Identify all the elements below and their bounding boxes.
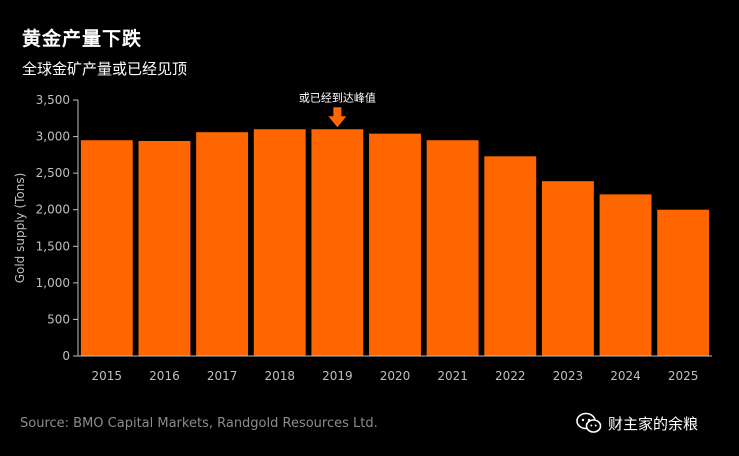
bar-2021: [426, 140, 479, 356]
bar-2016: [138, 140, 191, 356]
annotation-label: 或已经到达峰值: [299, 91, 376, 104]
x-tick-label: 2019: [322, 369, 353, 383]
bar-2015: [80, 140, 133, 356]
x-tick-label: 2025: [668, 369, 699, 383]
page-title: 黄金产量下跌: [22, 28, 143, 50]
x-tick-label: 2020: [380, 369, 411, 383]
wechat-icon: [576, 412, 602, 433]
x-tick-label: 2023: [553, 369, 584, 383]
x-tick-label: 2016: [149, 369, 180, 383]
bar-2023: [541, 181, 594, 356]
y-tick-label: 2,500: [36, 166, 70, 180]
y-axis-label: Gold supply (Tons): [13, 173, 27, 284]
x-tick-label: 2017: [207, 369, 238, 383]
watermark-text: 财主家的余粮: [608, 414, 699, 433]
x-tick-label: 2024: [610, 369, 641, 383]
y-tick-label: 1,500: [36, 239, 70, 253]
x-tick-label: 2022: [495, 369, 526, 383]
bar-2024: [599, 194, 652, 356]
x-tick-label: 2021: [437, 369, 468, 383]
x-tick-label: 2015: [92, 369, 123, 383]
y-tick-label: 3,000: [36, 130, 70, 144]
bar-2025: [657, 209, 710, 356]
page-subtitle: 全球金矿产量或已经见顶: [22, 60, 188, 78]
y-tick-label: 2,000: [36, 203, 70, 217]
y-tick-label: 3,500: [36, 93, 70, 107]
y-tick-label: 1,000: [36, 276, 70, 290]
y-tick-label: 500: [47, 312, 70, 326]
bar-2019: [311, 129, 364, 356]
x-tick-label: 2018: [264, 369, 295, 383]
source-note: Source: BMO Capital Markets, Randgold Re…: [20, 416, 378, 431]
y-tick-label: 0: [62, 349, 70, 363]
watermark: 财主家的余粮: [576, 412, 698, 434]
bar-2018: [253, 129, 306, 356]
bar-2017: [196, 132, 249, 356]
bar-2022: [484, 156, 537, 356]
bar-2020: [369, 133, 421, 356]
annotation-arrow-icon: [328, 107, 347, 128]
